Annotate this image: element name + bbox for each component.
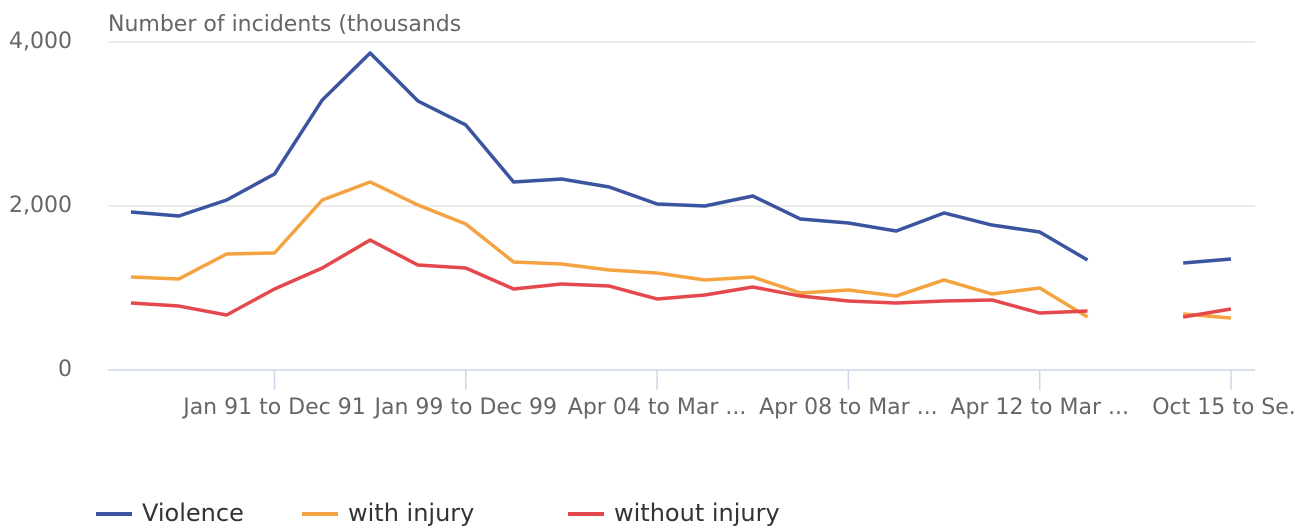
y-tick-label: 2,000	[9, 193, 72, 218]
series-line	[130, 238, 1232, 319]
x-tick-label: Apr 08 to Mar ...	[759, 395, 938, 420]
x-tick-label: Jan 91 to Dec 91	[181, 395, 366, 420]
y-tick-label: 4,000	[9, 29, 72, 54]
x-tick-label: Jan 99 to Dec 99	[373, 395, 558, 420]
chart-title: Number of incidents (thousands	[108, 12, 461, 37]
x-tick-label: Apr 12 to Mar ...	[950, 395, 1129, 420]
x-tick-label: Apr 04 to Mar ...	[568, 395, 747, 420]
legend-label: with injury	[348, 499, 474, 527]
legend-label: Violence	[142, 499, 244, 527]
series-line	[130, 51, 1232, 265]
x-tick-label: Oct 15 to Se...	[1152, 395, 1296, 420]
legend-label: without injury	[614, 499, 780, 527]
y-tick-label: 0	[58, 357, 72, 382]
